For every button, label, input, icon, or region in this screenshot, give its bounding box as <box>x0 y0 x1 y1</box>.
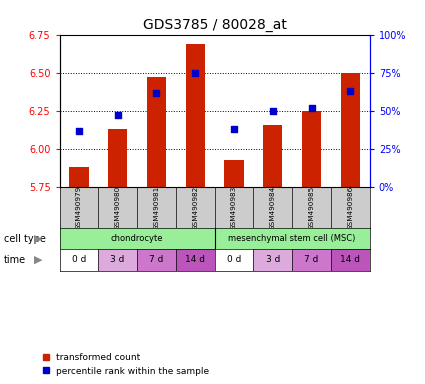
Text: 14 d: 14 d <box>340 255 360 265</box>
Bar <box>108 129 128 187</box>
Legend: transformed count, percentile rank within the sample: transformed count, percentile rank withi… <box>43 353 210 376</box>
Text: GSM490983: GSM490983 <box>231 185 237 230</box>
Text: 7 d: 7 d <box>149 255 164 265</box>
Text: 3 d: 3 d <box>266 255 280 265</box>
Bar <box>215 228 370 249</box>
Text: GSM490986: GSM490986 <box>347 185 353 230</box>
Text: mesenchymal stem cell (MSC): mesenchymal stem cell (MSC) <box>229 234 356 243</box>
Bar <box>341 73 360 187</box>
Point <box>76 127 82 134</box>
Text: 0 d: 0 d <box>227 255 241 265</box>
Bar <box>186 44 205 187</box>
Bar <box>215 249 253 271</box>
Text: cell type: cell type <box>4 233 46 243</box>
Text: GSM490982: GSM490982 <box>192 185 198 230</box>
Point <box>153 89 160 96</box>
Point <box>347 88 354 94</box>
Point <box>308 105 315 111</box>
Text: chondrocyte: chondrocyte <box>111 234 163 243</box>
Text: 0 d: 0 d <box>72 255 86 265</box>
Bar <box>292 249 331 271</box>
Bar <box>224 160 244 187</box>
Point <box>269 108 276 114</box>
Text: GSM490980: GSM490980 <box>115 185 121 230</box>
Text: 3 d: 3 d <box>110 255 125 265</box>
Text: GSM490979: GSM490979 <box>76 185 82 230</box>
Bar <box>253 249 292 271</box>
Bar <box>137 249 176 271</box>
Bar <box>69 167 88 187</box>
Text: 14 d: 14 d <box>185 255 205 265</box>
Text: GSM490981: GSM490981 <box>153 185 159 230</box>
Point <box>231 126 238 132</box>
Text: GSM490984: GSM490984 <box>270 185 276 230</box>
Bar <box>147 77 166 187</box>
Bar <box>60 228 215 249</box>
Text: ▶: ▶ <box>34 255 42 265</box>
Bar <box>98 249 137 271</box>
Bar <box>176 249 215 271</box>
Text: time: time <box>4 255 26 265</box>
Point <box>114 113 121 119</box>
Text: GSM490985: GSM490985 <box>309 185 314 230</box>
Point <box>192 70 198 76</box>
Title: GDS3785 / 80028_at: GDS3785 / 80028_at <box>143 18 286 32</box>
Bar <box>60 249 98 271</box>
Text: 7 d: 7 d <box>304 255 319 265</box>
Bar <box>331 249 370 271</box>
Bar <box>302 111 321 187</box>
Text: ▶: ▶ <box>34 233 42 243</box>
Bar <box>263 125 283 187</box>
